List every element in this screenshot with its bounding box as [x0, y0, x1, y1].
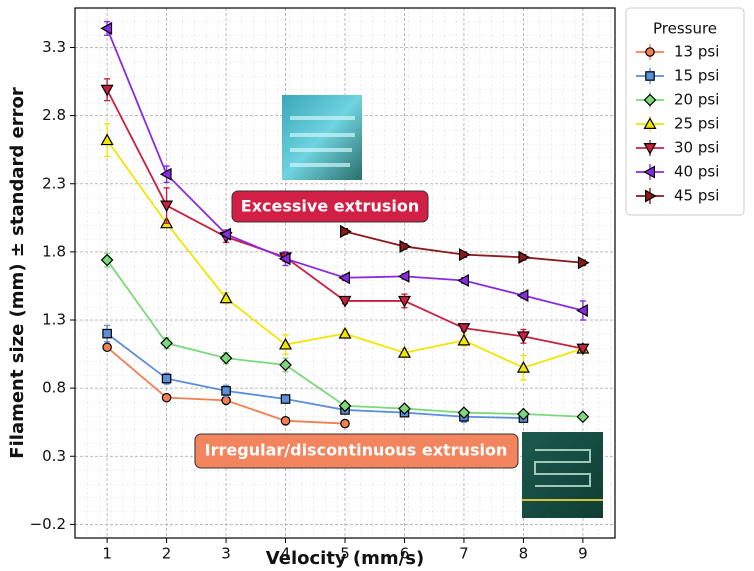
marker [103, 329, 111, 337]
chart: −0.20.30.81.31.82.32.83.3123456789 Exces… [0, 0, 754, 571]
legend-label: 20 psi [674, 91, 719, 109]
legend-box [626, 8, 744, 215]
marker [646, 48, 654, 56]
legend-title: Pressure [653, 20, 717, 38]
marker [341, 419, 349, 427]
y-axis-label: Filament size (mm) ± standard error [7, 87, 28, 459]
photo-excessive [282, 95, 362, 180]
annotation: Excessive extrusion [241, 197, 419, 216]
y-tick-label: 2.3 [42, 174, 66, 192]
marker [281, 417, 289, 425]
annotation: Irregular/discontinuous extrusion [205, 441, 508, 460]
marker [281, 395, 289, 403]
y-tick-label: 3.3 [42, 38, 66, 56]
marker [646, 72, 654, 80]
photo-irregular [522, 432, 603, 518]
legend-label: 15 psi [674, 67, 719, 85]
x-tick-label: 7 [459, 545, 469, 563]
y-tick-label: 2.8 [42, 106, 66, 124]
marker [162, 374, 170, 382]
legend-label: 25 psi [674, 115, 719, 133]
marker [222, 387, 230, 395]
y-tick-label: 1.8 [42, 242, 66, 260]
y-tick-label: 1.3 [42, 311, 66, 329]
y-tick-label: −0.2 [30, 515, 66, 533]
x-tick-label: 2 [162, 545, 172, 563]
legend-label: 30 psi [674, 139, 719, 157]
marker [103, 343, 111, 351]
y-tick-label: 0.3 [42, 447, 66, 465]
legend-label: 45 psi [674, 187, 719, 205]
x-tick-label: 8 [519, 545, 529, 563]
legend-label: 40 psi [674, 163, 719, 181]
marker [162, 393, 170, 401]
legend-label: 13 psi [674, 43, 719, 61]
x-tick-label: 3 [221, 545, 231, 563]
x-tick-label: 9 [578, 545, 588, 563]
x-axis-label: Velocity (mm/s) [266, 548, 424, 569]
marker [222, 396, 230, 404]
y-tick-label: 0.8 [42, 379, 66, 397]
x-tick-label: 1 [102, 545, 112, 563]
